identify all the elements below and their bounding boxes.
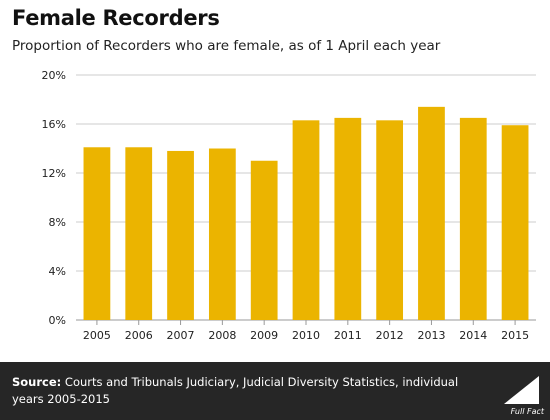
y-tick-label: 0%: [49, 314, 66, 327]
x-tick-label: 2006: [125, 329, 153, 342]
x-tick-label: 2008: [208, 329, 236, 342]
bar-2008: [208, 148, 236, 320]
x-tick-label: 2010: [292, 329, 320, 342]
bar-2014: [459, 117, 487, 320]
x-tick-label: 2007: [167, 329, 195, 342]
bar-chart: 0% 4% 8% 12% 16% 20% 2005 2006 2007 2008 2009 2010…: [42, 69, 536, 342]
bar-2011: [334, 117, 362, 320]
source-text: Courts and Tribunals Judiciary, Judicial…: [12, 375, 459, 406]
y-tick-label: 12%: [42, 167, 66, 180]
y-axis: 0% 4% 8% 12% 16% 20%: [42, 69, 66, 327]
bar-2009: [250, 160, 278, 320]
bar-2013: [418, 106, 445, 320]
source-note: Source: Courts and Tribunals Judiciary, …: [12, 374, 482, 408]
x-tick-label: 2009: [250, 329, 278, 342]
x-tick-label: 2011: [334, 329, 362, 342]
full-fact-logo-icon: [504, 376, 539, 404]
y-tick-label: 8%: [49, 216, 66, 229]
bar-2007: [167, 150, 194, 320]
bar-2010: [292, 120, 320, 320]
chart-subtitle: Proportion of Recorders who are female, …: [12, 38, 441, 54]
x-tick-label: 2012: [376, 329, 404, 342]
bar-2005: [83, 147, 111, 320]
footer: Source: Courts and Tribunals Judiciary, …: [0, 362, 550, 420]
x-tick-label: 2013: [417, 329, 445, 342]
bar-2006: [125, 147, 153, 320]
bars: [83, 106, 529, 320]
bar-2015: [501, 125, 529, 320]
chart-title: Female Recorders: [12, 6, 220, 30]
y-tick-label: 20%: [42, 69, 66, 82]
y-tick-label: 4%: [49, 265, 66, 278]
x-tick-label: 2015: [501, 329, 529, 342]
source-label: Source:: [12, 375, 62, 389]
bar-2012: [376, 120, 404, 320]
x-tick-label: 2014: [459, 329, 487, 342]
y-tick-label: 16%: [42, 118, 66, 131]
x-tick-label: 2005: [83, 329, 111, 342]
x-axis: 2005 2006 2007 2008 2009 2010 2011 2012 2013 2014…: [83, 320, 529, 342]
logo-text: Full Fact: [510, 407, 544, 416]
